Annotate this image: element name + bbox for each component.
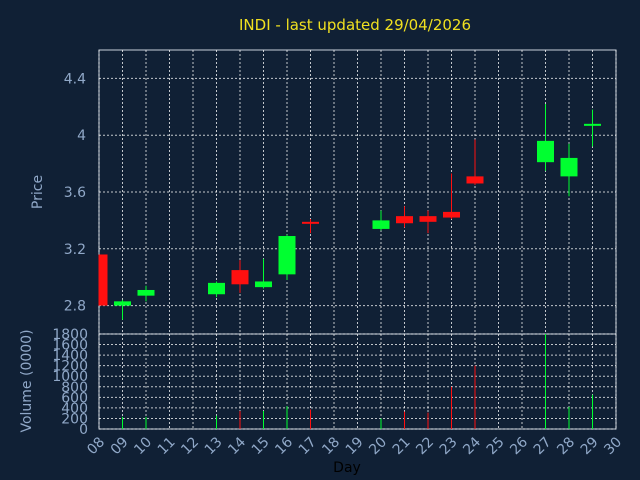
candle-body: [560, 157, 578, 177]
x-tick-label: 18: [319, 434, 343, 458]
candle-body: [137, 289, 155, 296]
volume-tick-label: 1000: [52, 369, 88, 385]
x-tick-label: 12: [178, 434, 202, 458]
x-tick-label: 15: [249, 434, 273, 458]
candle-23: [443, 173, 460, 219]
x-tick-label: 30: [601, 434, 625, 458]
candle-body: [302, 221, 319, 224]
candle-14: [231, 260, 249, 293]
candle-body: [255, 281, 272, 288]
candle-body: [419, 216, 437, 222]
x-grid: [98, 50, 617, 429]
price-axis-label: Price: [30, 175, 46, 209]
price-tick-label: 4: [77, 128, 86, 144]
candle-24: [466, 139, 484, 185]
candle-body: [466, 176, 484, 184]
price-tick-labels: 2.8 3.2 3.6 4 4.4: [64, 71, 86, 314]
candle-10: [137, 285, 155, 302]
candle-13: [208, 281, 225, 298]
candle-body: [537, 140, 554, 163]
candles: [98, 103, 601, 320]
x-tick-label: 24: [460, 434, 484, 458]
x-tick-label: 16: [272, 434, 296, 458]
candle-body: [114, 301, 131, 306]
x-tick-label: 13: [202, 434, 226, 458]
candle-body: [208, 282, 225, 295]
volume-bars: [122, 334, 593, 429]
x-tick-label: 17: [296, 434, 320, 458]
x-tick-label: 22: [413, 434, 437, 458]
chart-title: INDI - last updated 29/04/2026: [239, 16, 471, 34]
candle-body: [443, 211, 460, 218]
candle-body: [99, 254, 108, 306]
candle-20: [372, 210, 390, 231]
candle-21: [396, 206, 413, 228]
candle-28: [560, 143, 578, 197]
x-tick-label: 19: [343, 434, 367, 458]
x-tick-label: 29: [578, 434, 602, 458]
volume-tick-label: 1400: [52, 348, 88, 364]
candle-body: [231, 270, 249, 285]
x-tick-label: 25: [484, 434, 508, 458]
x-tick-label: 09: [108, 434, 132, 458]
x-tick-label: 27: [531, 434, 555, 458]
candle-body: [584, 123, 601, 126]
volume-axis-label: Volume (0000): [19, 329, 35, 432]
x-axis-label: Day: [333, 460, 361, 476]
price-tick-label: 3.6: [64, 185, 86, 201]
x-tick-label: 26: [507, 434, 531, 458]
candle-29: [584, 109, 601, 147]
x-tick-label: 23: [437, 434, 461, 458]
volume-tick-label: 1200: [52, 359, 88, 375]
candle-9: [114, 299, 131, 320]
candle-8: [98, 254, 108, 306]
volume-tick-label: 800: [61, 380, 88, 396]
candle-body: [396, 216, 413, 224]
x-tick-label: 21: [390, 434, 414, 458]
x-tick-label: 10: [131, 434, 155, 458]
volume-tick-label: 600: [61, 390, 88, 406]
candle-16: [278, 234, 296, 281]
candle-15: [255, 258, 272, 289]
x-tick-labels: 08 09 10 11 12 13 14 15 16 17 18 19 20 21 22 23 24 25 26 27…: [84, 434, 625, 458]
volume-tick-label: 200: [61, 411, 88, 427]
volume-tick-label: 1800: [52, 327, 88, 343]
volume-tick-label: 0: [79, 422, 88, 438]
price-tick-label: 4.4: [64, 71, 86, 87]
price-tick-label: 2.8: [64, 299, 86, 315]
volume-tick-label: 400: [61, 401, 88, 417]
candle-17: [302, 218, 319, 234]
x-tick-label: 28: [554, 434, 578, 458]
volume-tick-label: 1600: [52, 338, 88, 354]
candle-body: [278, 236, 296, 275]
price-tick-label: 3.2: [64, 242, 86, 258]
x-tick-label: 11: [155, 434, 179, 458]
candle-body: [372, 220, 390, 229]
x-tick-label: 14: [225, 434, 249, 458]
candle-22: [419, 210, 437, 234]
candle-27: [537, 103, 554, 171]
x-tick-label: 20: [366, 434, 390, 458]
